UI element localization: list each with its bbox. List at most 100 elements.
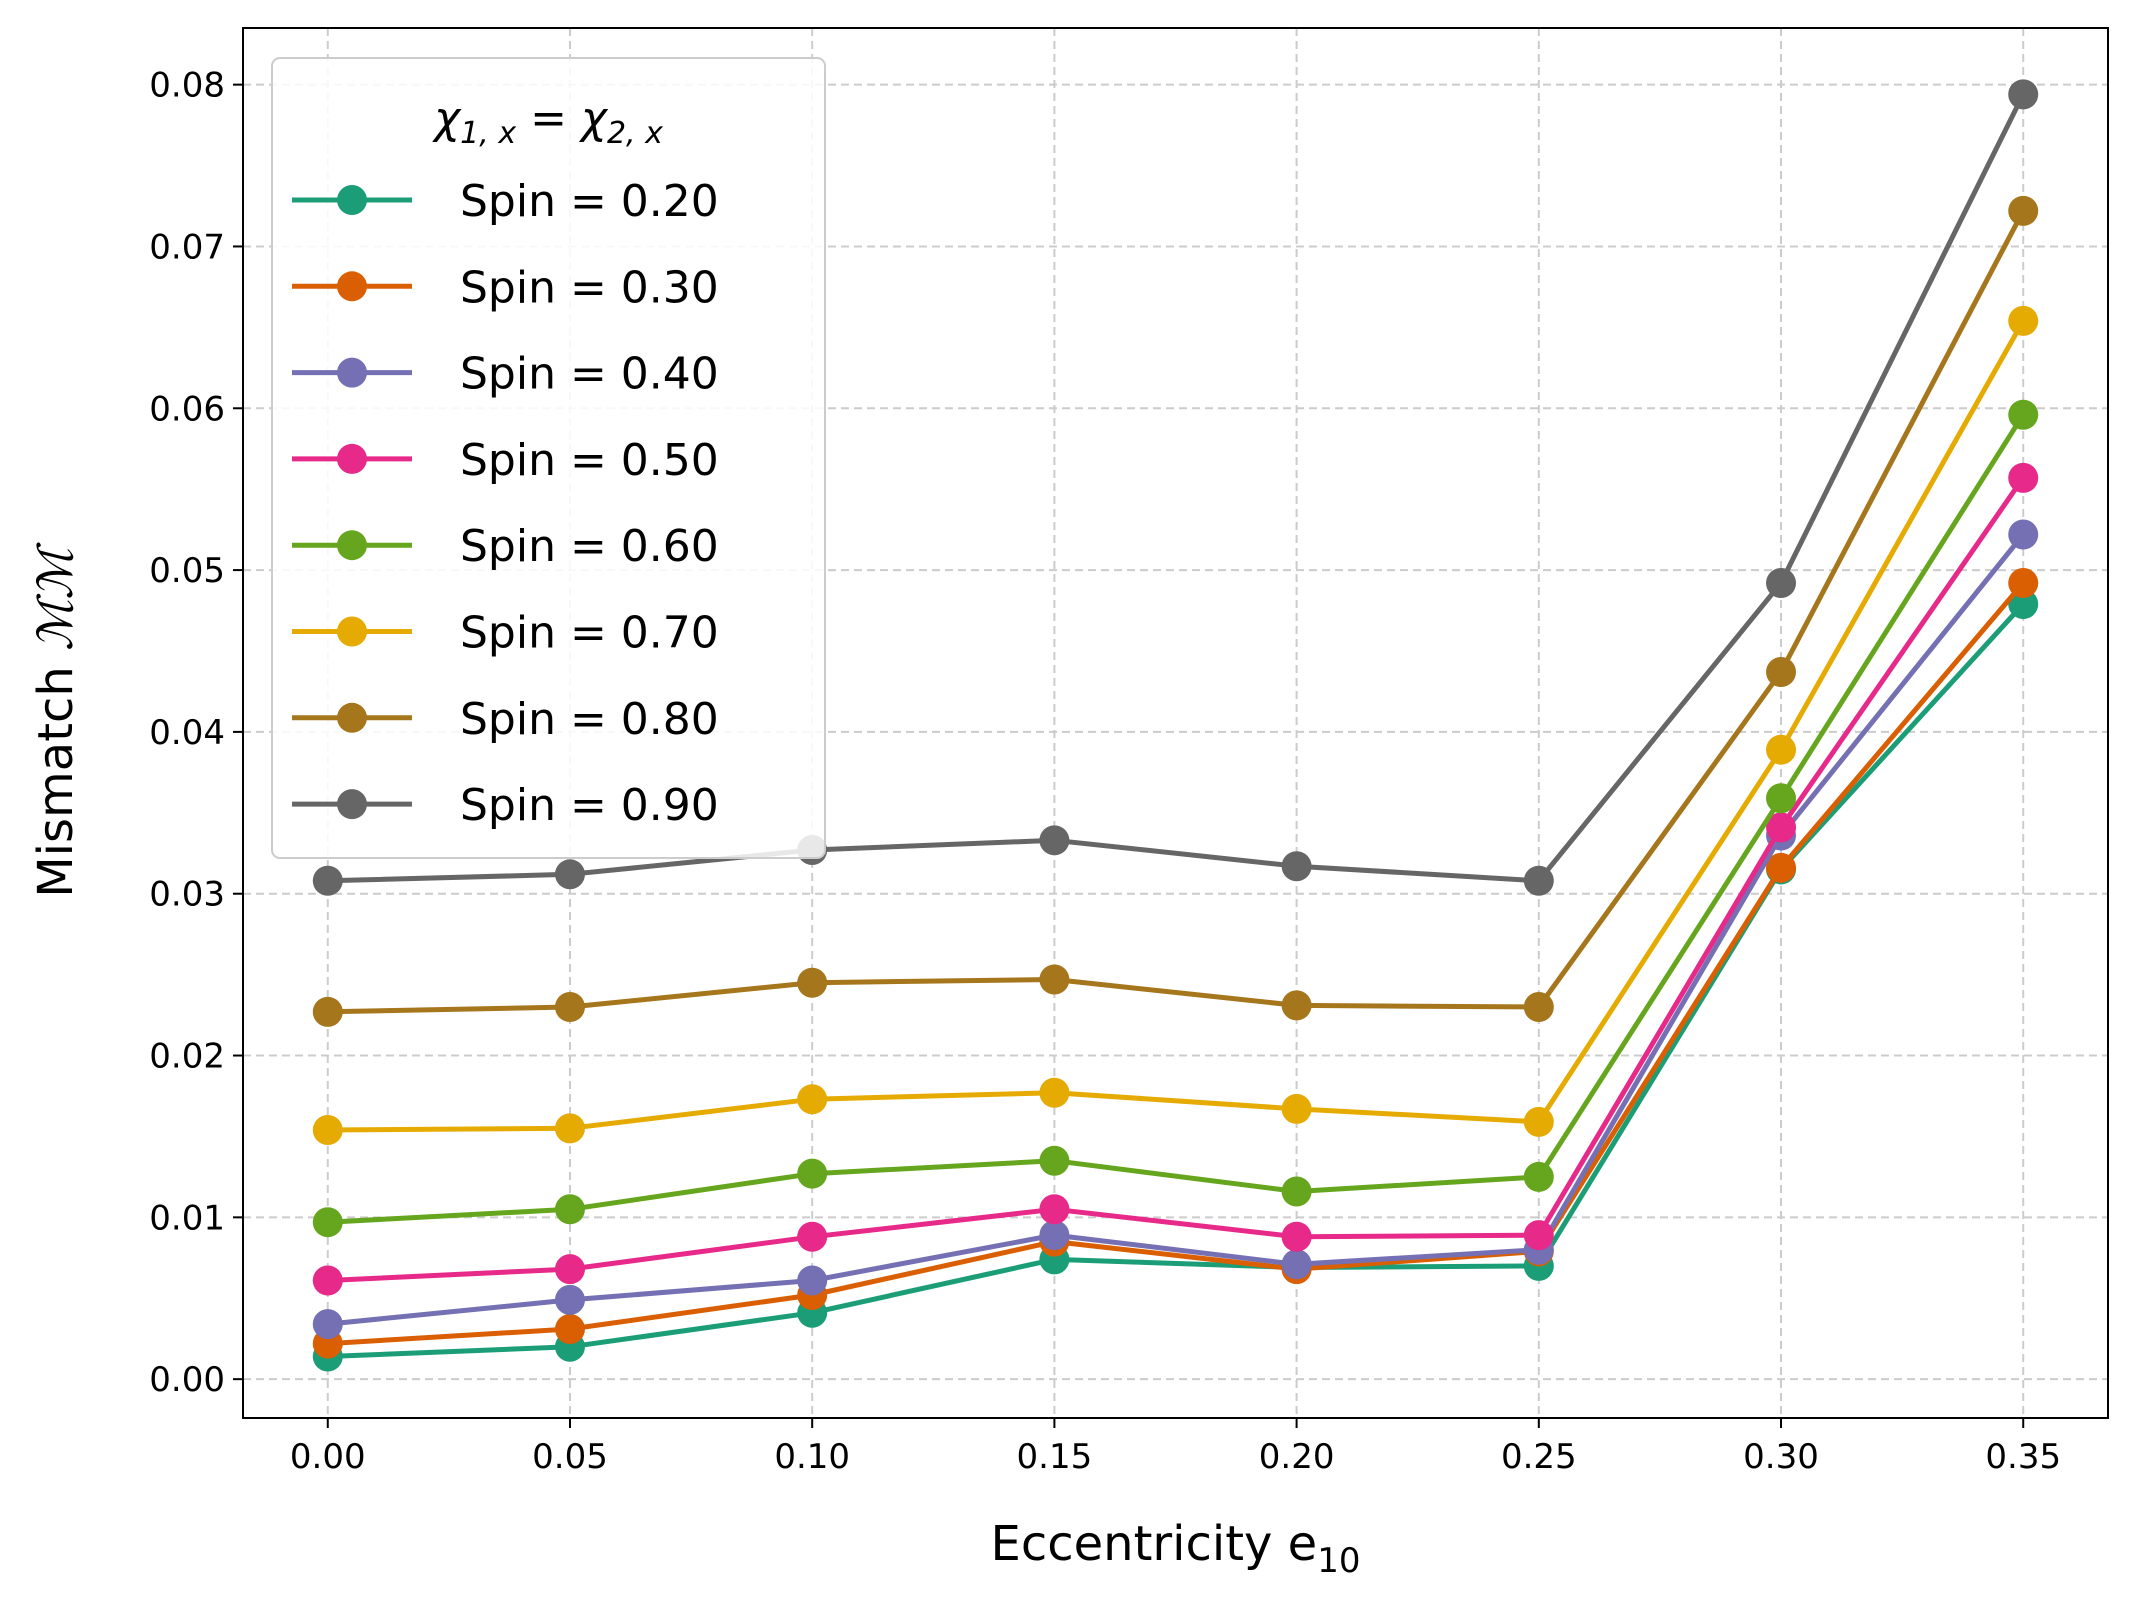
data-point	[312, 996, 343, 1027]
data-point	[1039, 1194, 1070, 1225]
data-point	[2008, 195, 2039, 226]
legend-entry: Spin = 0.90	[292, 780, 719, 831]
data-point	[797, 1265, 828, 1296]
data-point	[1281, 1249, 1312, 1280]
data-point	[1039, 825, 1070, 856]
data-point	[797, 1158, 828, 1189]
data-point	[554, 991, 585, 1022]
legend-marker	[337, 702, 367, 733]
data-point	[2008, 462, 2039, 493]
data-point	[1766, 852, 1797, 883]
legend-label: Spin = 0.20	[460, 176, 719, 227]
data-point	[1523, 865, 1554, 896]
series-3	[312, 462, 2039, 1296]
y-tick-label: 0.03	[149, 875, 225, 915]
data-point	[1281, 1221, 1312, 1252]
data-point	[1523, 991, 1554, 1022]
legend-entry: Spin = 0.50	[292, 435, 719, 486]
legend-entry: Spin = 0.40	[292, 349, 719, 400]
data-point	[2008, 519, 2039, 550]
data-point	[1039, 1077, 1070, 1108]
legend-entry: Spin = 0.70	[292, 608, 719, 659]
legend-marker	[337, 530, 367, 561]
series-5	[312, 305, 2039, 1145]
series-7	[312, 79, 2039, 896]
data-point	[1523, 1161, 1554, 1192]
data-point	[1766, 783, 1797, 814]
data-point	[554, 1254, 585, 1285]
y-tick-label: 0.07	[149, 227, 225, 267]
series-line	[327, 532, 2026, 1327]
x-tick-label: 0.15	[1017, 1437, 1093, 1477]
data-point	[312, 1309, 343, 1340]
data-point	[554, 859, 585, 890]
data-point	[312, 1207, 343, 1238]
data-point	[2008, 305, 2039, 336]
data-point	[1281, 990, 1312, 1021]
series-group	[312, 79, 2039, 1372]
x-tick-label: 0.00	[290, 1437, 366, 1477]
data-point	[1039, 1220, 1070, 1251]
data-point	[797, 1221, 828, 1252]
legend-entries: Spin = 0.20 Spin = 0.30 Spin = 0.40 Spin = …	[292, 176, 719, 831]
x-axis-subscript: 10	[1317, 1541, 1360, 1581]
y-tick-label: 0.02	[149, 1037, 225, 1077]
data-point	[554, 1113, 585, 1144]
plot-frame	[242, 27, 2109, 1419]
legend-entry: Spin = 0.20	[292, 176, 719, 227]
x-tick-label: 0.10	[774, 1437, 850, 1477]
legend-label: Spin = 0.40	[460, 349, 719, 400]
data-point	[1281, 1176, 1312, 1207]
series-4	[312, 399, 2039, 1238]
series-line	[327, 413, 2026, 1225]
y-tick-label: 0.08	[149, 66, 225, 106]
data-point	[554, 1284, 585, 1315]
data-point	[1766, 734, 1797, 765]
data-point	[2008, 568, 2039, 599]
data-point	[554, 1194, 585, 1225]
series-line	[327, 93, 2026, 884]
data-point	[2008, 589, 2039, 620]
axis-ticks: 0.00 0.05 0.10 0.15 0.20 0.25 0.30 0.35 0.00 0.01…	[149, 66, 2061, 1477]
y-tick-label: 0.04	[149, 713, 225, 753]
legend-marker	[337, 271, 367, 302]
y-axis-title: Mismatch ℳℳ	[28, 542, 84, 898]
legend-marker	[337, 357, 367, 388]
data-point	[797, 1084, 828, 1115]
data-point	[312, 1114, 343, 1145]
series-line	[327, 319, 2026, 1133]
legend-label: Spin = 0.60	[460, 521, 719, 572]
y-tick-label: 0.01	[149, 1198, 225, 1238]
legend-label: Spin = 0.30	[460, 262, 719, 313]
series-6	[312, 195, 2039, 1027]
x-axis-title: Eccentricity e10	[991, 1516, 1361, 1581]
data-point	[1523, 1106, 1554, 1137]
data-point	[1039, 964, 1070, 995]
data-point	[797, 967, 828, 998]
series-line	[327, 476, 2026, 1283]
data-point	[1766, 568, 1797, 599]
x-tick-label: 0.20	[1259, 1437, 1335, 1477]
y-tick-label: 0.05	[149, 551, 225, 591]
legend-label: Spin = 0.90	[460, 780, 719, 831]
data-point	[1039, 1145, 1070, 1176]
data-point	[2008, 79, 2039, 110]
data-point	[1766, 812, 1797, 843]
legend-marker	[337, 185, 367, 215]
x-tick-label: 0.35	[1985, 1437, 2061, 1477]
data-point	[1281, 851, 1312, 882]
data-point	[312, 1265, 343, 1296]
data-point	[1766, 657, 1797, 688]
data-point	[2008, 399, 2039, 430]
data-point	[1281, 1093, 1312, 1124]
legend-marker	[337, 789, 367, 820]
data-point	[554, 1314, 585, 1345]
y-tick-label: 0.00	[149, 1360, 225, 1400]
legend-title: χ1, x = χ2, x	[432, 93, 663, 151]
series-line	[327, 209, 2026, 1015]
legend-label: Spin = 0.70	[460, 608, 719, 659]
legend-box	[271, 57, 826, 859]
legend-label: Spin = 0.50	[460, 435, 719, 486]
